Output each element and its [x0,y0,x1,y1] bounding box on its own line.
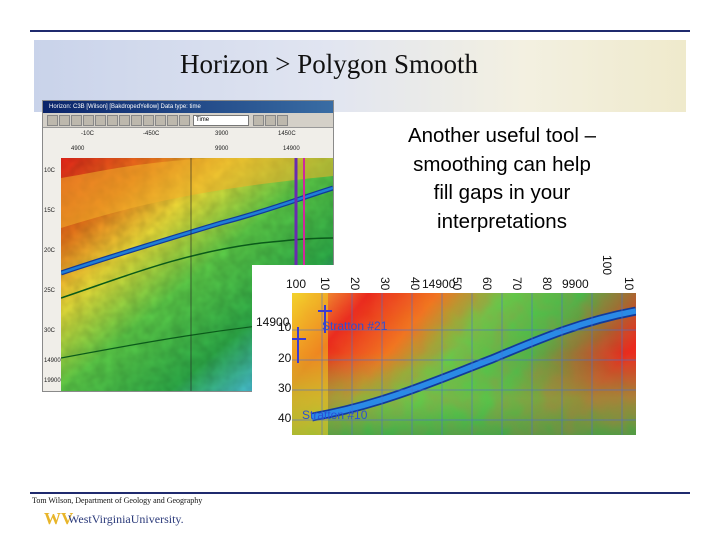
footer-credit: Tom Wilson, Department of Geology and Ge… [32,496,203,505]
inset-inline-label: 9900 [562,277,589,291]
toolbar-button[interactable] [143,115,154,126]
inset-top-tick: 40 [408,277,422,291]
axis-label: 14900 [44,358,61,364]
callout-line: fill gaps in your [433,181,571,204]
callout-line: interpretations [437,209,567,233]
slide-title: Horizon > Polygon Smooth [180,49,478,79]
ruler-label: -450C [143,131,160,137]
inset-left-tick: 20 [278,351,292,365]
toolbar-button[interactable] [71,115,82,126]
inset-top-tick: 70 [510,277,524,291]
window-titlebar: Horizon: C3B [Wilson] [BakdropedYellow] … [43,101,333,113]
toolbar-button[interactable] [277,115,288,126]
well-label-stratton-10: Stratton #10 [302,408,368,422]
toolbar-button[interactable] [119,115,130,126]
logo-mark: WV [44,509,74,528]
trace-ruler: -10C -450C 3900 1450C 4900 9900 14900 [43,128,333,158]
inset-left-tick: 40 [278,411,292,425]
toolbar-button[interactable] [253,115,264,126]
well-label-stratton-21: Stratton #21 [322,319,388,333]
inset-left-tick: 10 [278,320,292,334]
bottom-rule [30,492,690,494]
toolbar-button[interactable] [107,115,118,126]
time-axis: 10C 15C 20C 25C 30C 14900 19900 [43,158,61,391]
toolbar-button[interactable] [167,115,178,126]
inset-amplitude-map[interactable] [292,293,636,435]
callout-line: smoothing can help [413,152,591,176]
toolbar-button[interactable] [83,115,94,126]
zoom-inset: 100 10 20 30 40 14900 50 60 70 80 9900 1… [252,255,636,435]
axis-label: 15C [44,208,56,214]
inset-top-tick: 20 [348,277,362,291]
inset-top-tick: 100 [286,277,307,291]
axis-label: 19900 [44,378,61,384]
window-toolbar: Time [43,113,333,128]
logo-text: WestVirginiaUniversity. [68,512,184,526]
toolbar-button[interactable] [265,115,276,126]
inset-top-tick: 10 [622,277,636,291]
inset-top-tick: 100 [600,255,614,276]
toolbar-button[interactable] [179,115,190,126]
callout-line: Another useful tool – [407,124,597,147]
inset-top-tick: 60 [480,277,494,291]
ruler-label: 9900 [215,146,229,152]
toolbar-button[interactable] [47,115,58,126]
toolbar-button[interactable] [95,115,106,126]
ruler-label: 3900 [215,131,229,137]
axis-label: 20C [44,248,56,254]
inset-inline-label: 14900 [422,277,456,291]
inset-left-tick: 30 [278,381,292,395]
axis-label: 30C [44,328,56,334]
axis-label: 10C [44,168,56,174]
inset-top-tick: 80 [540,277,554,291]
ruler-label: -10C [81,131,95,137]
ruler-label: 1450C [278,131,296,137]
toolbar-button[interactable] [59,115,70,126]
top-rule [30,30,690,32]
inset-top-tick: 10 [318,277,332,291]
axis-label: 25C [44,288,56,294]
ruler-label: 4900 [71,146,85,152]
toolbar-button[interactable] [131,115,142,126]
domain-select[interactable]: Time [193,115,249,126]
toolbar-button[interactable] [155,115,166,126]
inset-top-tick: 30 [378,277,392,291]
ruler-label: 14900 [283,146,300,152]
callout-text: Another useful tool – smoothing can help… [372,122,632,236]
inset-left-tick: 14900 [256,315,290,329]
inset-top-tick: 50 [450,277,464,291]
